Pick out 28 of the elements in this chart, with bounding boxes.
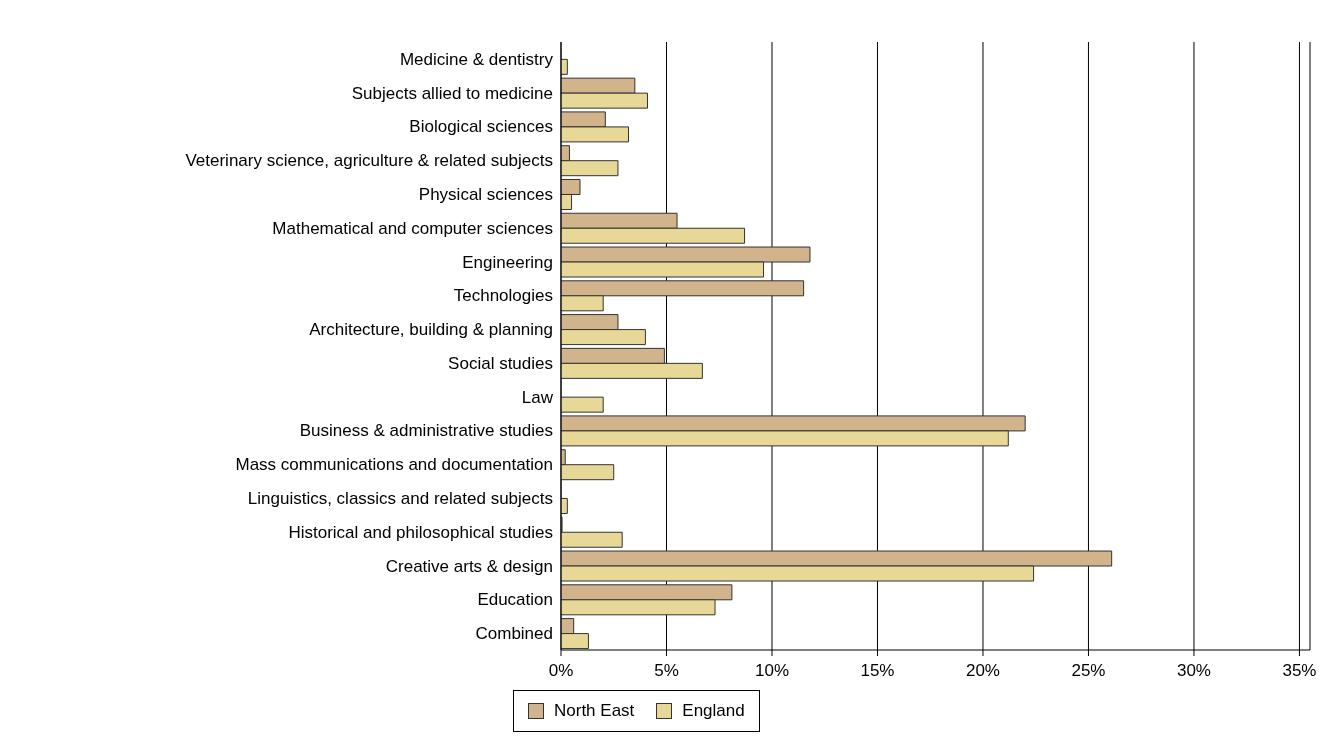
- y-tick-label: Law: [521, 387, 554, 407]
- x-tick-label: 30%: [1176, 661, 1211, 681]
- y-tick-label: Social studies: [448, 353, 553, 373]
- x-tick-label: 25%: [1071, 661, 1106, 681]
- x-tick-label: 15%: [860, 661, 895, 681]
- y-tick-label: Creative arts & design: [385, 556, 553, 576]
- y-tick-label: Business & administrative studies: [299, 421, 553, 441]
- legend-label: North East: [553, 701, 635, 721]
- y-tick-label: Physical sciences: [418, 185, 553, 205]
- y-tick-label: Combined: [475, 624, 553, 644]
- legend-label: England: [681, 701, 745, 721]
- x-tick-label: 10%: [754, 661, 789, 681]
- y-tick-label: Mass communications and documentation: [235, 455, 553, 475]
- y-tick-label: Linguistics, classics and related subjects: [247, 489, 553, 509]
- y-tick-label: Architecture, building & planning: [309, 320, 553, 340]
- y-tick-label: Medicine & dentistry: [399, 49, 554, 69]
- x-tick-label: 35%: [1282, 661, 1317, 681]
- x-tick-label: 20%: [965, 661, 1000, 681]
- y-tick-label: Engineering: [462, 252, 553, 272]
- y-tick-label: Mathematical and computer sciences: [272, 218, 553, 238]
- y-tick-label: Education: [477, 590, 553, 610]
- y-tick-label: Veterinary science, agriculture & related subjects: [185, 151, 553, 171]
- x-tick-label: 0%: [548, 661, 574, 681]
- y-tick-label: Biological sciences: [409, 117, 553, 137]
- y-tick-label: Subjects allied to medicine: [351, 83, 553, 103]
- y-tick-label: Historical and philosophical studies: [288, 522, 553, 542]
- x-tick-label: 5%: [654, 661, 679, 681]
- y-tick-label: Technologies: [453, 286, 553, 306]
